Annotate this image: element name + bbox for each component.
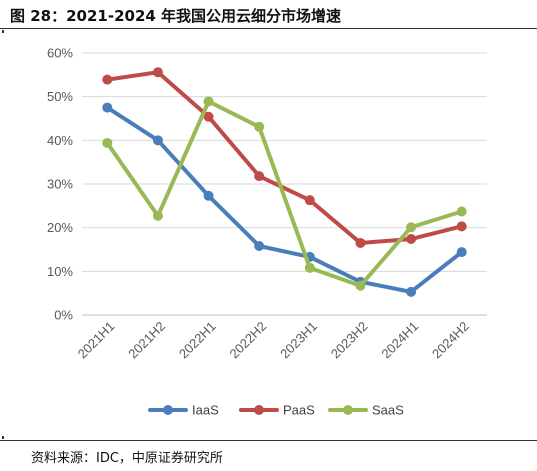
y-tick-label: 10% (47, 264, 73, 279)
legend-label: IaaS (192, 403, 219, 418)
point-iaas (456, 247, 467, 258)
point-saas (152, 210, 163, 221)
point-paas (102, 74, 113, 85)
point-saas (203, 96, 214, 107)
legend-item-saas: SaaS (328, 403, 404, 418)
legend: IaaS PaaS SaaS (148, 403, 404, 418)
x-tick-label: 2022H2 (226, 319, 269, 362)
series-group (102, 67, 467, 297)
point-saas (304, 262, 315, 273)
legend-swatch-marker (163, 405, 173, 415)
legend-label: SaaS (372, 403, 404, 418)
line-chart: 0%10%20%30%40%50%60% 2021H1 2021H2 2022H1 2… (47, 46, 487, 418)
point-paas (406, 234, 417, 245)
series-line-saas (105, 99, 464, 288)
y-tick-label: 50% (47, 89, 73, 104)
legend-swatch-marker (343, 405, 353, 415)
y-tick-label: 40% (47, 133, 73, 148)
x-tick-label: 2023H2 (328, 319, 371, 362)
x-tick-label: 2024H2 (429, 319, 472, 362)
y-tick-label: 30% (47, 177, 73, 192)
point-iaas (152, 135, 163, 146)
point-iaas (203, 190, 214, 201)
top-rule (0, 28, 537, 29)
gridlines (82, 52, 487, 316)
legend-item-iaas: IaaS (148, 403, 219, 418)
y-tick-label: 20% (47, 220, 73, 235)
x-tick-label: 2022H1 (176, 319, 219, 362)
x-tick-label: 2023H1 (277, 319, 320, 362)
point-paas (355, 237, 366, 248)
point-iaas (102, 102, 113, 113)
point-saas (102, 137, 113, 148)
point-paas (254, 171, 265, 182)
bottom-rule (0, 440, 537, 441)
figure-title: 图 28：2021-2024 年我国公用云细分市场增速 (10, 7, 342, 25)
series-saas (102, 96, 467, 291)
y-axis: 0% 10% 20% 30% 40% 50% 60% (47, 46, 73, 323)
legend-item-paas: PaaS (239, 403, 315, 418)
series-paas (102, 67, 467, 248)
legend-label: PaaS (283, 403, 315, 418)
point-paas (456, 221, 467, 232)
point-iaas (254, 241, 265, 252)
point-saas (456, 206, 467, 217)
point-saas (254, 121, 265, 132)
series-line-iaas (105, 105, 464, 294)
x-tick-label: 2021H1 (75, 319, 118, 362)
y-tick-label: 60% (47, 46, 73, 61)
series-iaas (102, 102, 467, 297)
point-paas (304, 195, 315, 206)
x-tick-label: 2024H1 (378, 319, 421, 362)
y-tick-label: 0% (54, 308, 73, 323)
point-iaas (406, 286, 417, 297)
x-axis: 2021H1 2021H2 2022H1 2022H2 2023H1 2023H2 2024… (75, 319, 472, 362)
bottom-tick-mark (2, 436, 4, 439)
point-saas (406, 222, 417, 233)
point-paas (152, 67, 163, 78)
top-tick-mark (2, 30, 4, 33)
x-tick-label: 2021H2 (125, 319, 168, 362)
legend-swatch-marker (254, 405, 264, 415)
point-saas (355, 280, 366, 291)
point-paas (203, 111, 214, 122)
source-note: 资料来源：IDC，中原证券研究所 (31, 451, 223, 466)
